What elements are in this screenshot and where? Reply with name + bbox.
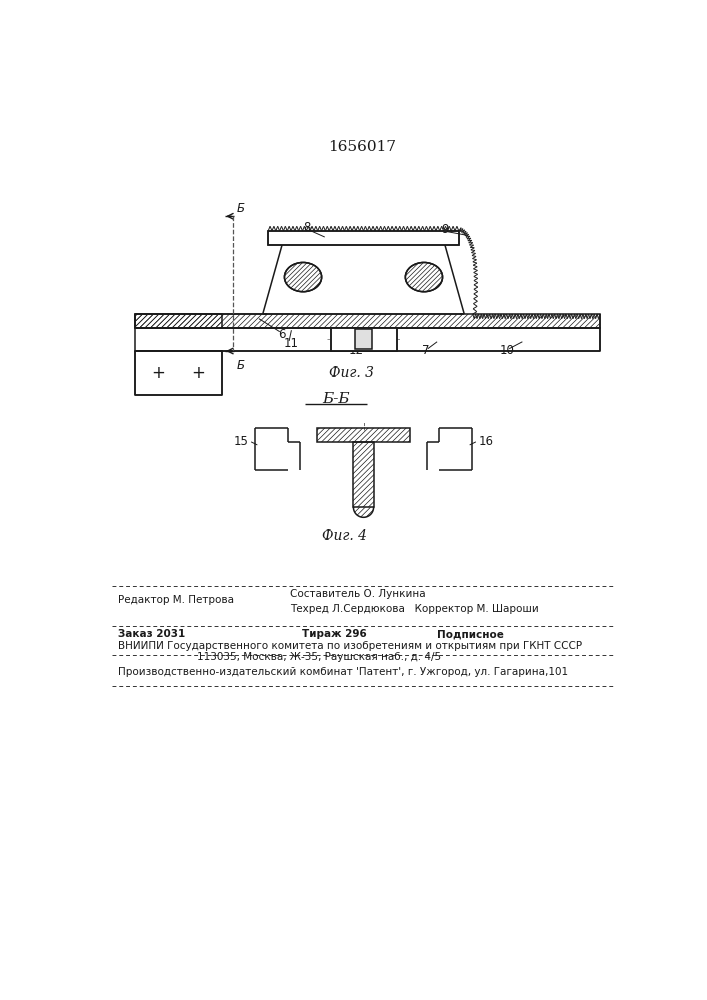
- Bar: [268, 231, 459, 245]
- Bar: [331, 328, 397, 351]
- Text: 12: 12: [349, 344, 363, 358]
- Text: 16: 16: [478, 435, 493, 448]
- Text: Редактор М. Петрова: Редактор М. Петрова: [118, 595, 234, 605]
- Bar: [135, 314, 600, 328]
- Text: +: +: [192, 364, 205, 382]
- Text: Заказ 2031: Заказ 2031: [118, 629, 185, 639]
- Text: ВНИИПИ Государственного комитета по изобретениям и открытиям при ГКНТ СССР: ВНИИПИ Государственного комитета по изоб…: [118, 641, 582, 651]
- Text: Тираж 296: Тираж 296: [301, 629, 366, 639]
- Bar: [354, 442, 373, 507]
- Bar: [355, 329, 372, 349]
- Text: Б-Б: Б-Б: [322, 392, 350, 406]
- Text: 113035, Москва, Ж-35, Раушская наб., д. 4/5: 113035, Москва, Ж-35, Раушская наб., д. …: [197, 652, 441, 662]
- Text: Б: Б: [236, 359, 245, 372]
- Text: 9: 9: [441, 223, 449, 236]
- Bar: [135, 314, 222, 328]
- Text: 6: 6: [279, 328, 286, 341]
- Text: 15: 15: [234, 435, 249, 448]
- Text: Производственно-издательский комбинат 'Патент', г. Ужгород, ул. Гагарина,101: Производственно-издательский комбинат 'П…: [118, 667, 568, 677]
- Text: +: +: [151, 364, 165, 382]
- Bar: [135, 328, 600, 351]
- Text: Фиг. 3: Фиг. 3: [329, 366, 375, 380]
- Text: Фиг. 4: Фиг. 4: [322, 529, 367, 543]
- Text: 1656017: 1656017: [328, 140, 396, 154]
- Bar: [331, 328, 397, 351]
- Text: 11: 11: [284, 337, 299, 350]
- Text: 10: 10: [499, 344, 514, 358]
- Text: 7: 7: [422, 344, 429, 358]
- Bar: [135, 351, 222, 395]
- Bar: [317, 428, 410, 442]
- Text: 8: 8: [303, 221, 310, 234]
- Text: Техред Л.Сердюкова   Корректор М. Шароши: Техред Л.Сердюкова Корректор М. Шароши: [290, 604, 539, 614]
- Text: Б: Б: [236, 202, 245, 215]
- Text: Подписное: Подписное: [437, 629, 504, 639]
- Ellipse shape: [405, 262, 443, 292]
- Ellipse shape: [284, 262, 322, 292]
- Bar: [268, 231, 459, 245]
- Text: Составитель О. Лункина: Составитель О. Лункина: [290, 589, 426, 599]
- Ellipse shape: [405, 262, 443, 292]
- Ellipse shape: [284, 262, 322, 292]
